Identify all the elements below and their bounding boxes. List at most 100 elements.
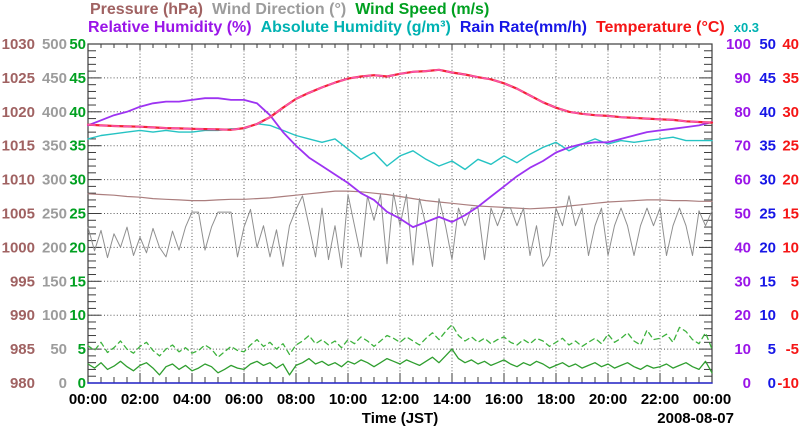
tick-label-relative-humidity: 90 xyxy=(734,70,751,87)
tick-label-wind-speed: 25 xyxy=(69,206,86,223)
tick-label-wind-speed: 45 xyxy=(69,70,86,87)
series xyxy=(86,68,714,384)
tick-label-temperature: 40 xyxy=(782,36,799,53)
time-label: 22:00 xyxy=(641,391,679,408)
legend-item-relative-humidity: Relative Humidity (%) xyxy=(88,19,252,36)
time-labels: 00:00 02:00 04:00 06:00 08:00 10:00 12:00 14:00… xyxy=(69,391,731,408)
series-temperature-dashed-overlay xyxy=(87,69,713,131)
tick-label-pressure: 985 xyxy=(10,341,35,358)
tick-label-wind-speed: 30 xyxy=(69,172,86,189)
tick-label-rain-rate: 20 xyxy=(759,239,776,256)
tick-label-relative-humidity: 20 xyxy=(734,307,751,324)
tick-label-wind-direction: 400 xyxy=(42,104,67,121)
time-label: 10:00 xyxy=(329,391,367,408)
tick-label-relative-humidity: 40 xyxy=(734,239,751,256)
tick-label-temperature: 5 xyxy=(791,273,799,290)
series-wind-speed xyxy=(87,348,713,376)
tick-label-relative-humidity: 60 xyxy=(734,172,751,189)
tick-label-pressure: 980 xyxy=(10,375,35,392)
date-label: 2008-08-07 xyxy=(657,410,734,427)
tick-label-relative-humidity: 0 xyxy=(743,375,751,392)
time-label: 02:00 xyxy=(121,391,159,408)
tick-label-relative-humidity: 100 xyxy=(726,36,751,53)
time-label: 20:00 xyxy=(589,391,627,408)
series-wind-direction xyxy=(87,192,713,269)
tick-label-rain-rate: 40 xyxy=(759,104,776,121)
time-label: 04:00 xyxy=(173,391,211,408)
tick-label-temperature: 15 xyxy=(782,206,799,223)
tick-label-wind-speed: 15 xyxy=(69,273,86,290)
legend-item-rain-rate-mm-h: Rain Rate(mm/h) xyxy=(459,19,587,36)
legend-line-2: Relative Humidity (%) Absolute Humidity (… xyxy=(88,19,759,36)
tick-label-wind-direction: 150 xyxy=(42,273,67,290)
tick-label-relative-humidity: 30 xyxy=(734,273,751,290)
tick-label-rain-rate: 0 xyxy=(768,375,776,392)
tick-label-wind-speed: 20 xyxy=(69,239,86,256)
tick-label-pressure: 1015 xyxy=(2,138,35,155)
tick-label-wind-direction: 50 xyxy=(50,341,67,358)
tick-label-rain-rate: 50 xyxy=(759,36,776,53)
tick-label-temperature: 30 xyxy=(782,104,799,121)
tick-label-wind-direction: 450 xyxy=(42,70,67,87)
legend-item-wind-direction: Wind Direction (°) xyxy=(211,1,347,18)
time-label: 14:00 xyxy=(433,391,471,408)
tick-label-rain-rate: 10 xyxy=(759,307,776,324)
tick-label-wind-speed: 0 xyxy=(78,375,86,392)
time-label: 12:00 xyxy=(381,391,419,408)
time-label: 16:00 xyxy=(485,391,523,408)
tick-label-temperature: 10 xyxy=(782,239,799,256)
tick-label-wind-speed: 10 xyxy=(69,307,86,324)
tick-label-relative-humidity: 70 xyxy=(734,138,751,155)
tick-label-rain-rate: 35 xyxy=(759,138,776,155)
legend-item-wind-speed-m-s: Wind Speed (m/s) xyxy=(355,1,490,18)
tick-label-relative-humidity: 10 xyxy=(734,341,751,358)
tick-label-temperature: -5 xyxy=(786,341,799,358)
tick-labels-left: 1030102510201015101010051000995990985980… xyxy=(2,36,86,392)
time-label: 18:00 xyxy=(537,391,575,408)
time-label: 00:00 xyxy=(69,391,107,408)
time-label: 08:00 xyxy=(277,391,315,408)
series-wind-speed-dashed xyxy=(87,324,713,358)
tick-label-wind-speed: 5 xyxy=(78,341,86,358)
series-relative-humidity xyxy=(87,97,713,229)
x-axis-title: Time (JST) xyxy=(361,410,439,427)
tick-label-wind-direction: 300 xyxy=(42,172,67,189)
tick-label-temperature: 25 xyxy=(782,138,799,155)
tick-label-relative-humidity: 50 xyxy=(734,206,751,223)
tick-label-wind-speed: 35 xyxy=(69,138,86,155)
tick-label-rain-rate: 5 xyxy=(768,341,776,358)
tick-label-wind-speed: 40 xyxy=(69,104,86,121)
gridlines xyxy=(88,44,712,383)
tick-label-wind-direction: 200 xyxy=(42,239,67,256)
tick-label-pressure: 1025 xyxy=(2,70,35,87)
tick-label-wind-direction: 350 xyxy=(42,138,67,155)
tick-label-pressure: 1030 xyxy=(2,36,35,53)
tick-label-wind-direction: 500 xyxy=(42,36,67,53)
series-pressure xyxy=(87,190,713,210)
time-label: 06:00 xyxy=(225,391,263,408)
tick-label-rain-rate: 15 xyxy=(759,273,776,290)
tick-label-pressure: 995 xyxy=(10,273,35,290)
tick-label-wind-direction: 0 xyxy=(59,375,67,392)
tick-label-pressure: 990 xyxy=(10,307,35,324)
tick-label-pressure: 1010 xyxy=(2,172,35,189)
tick-label-temperature: 35 xyxy=(782,70,799,87)
tick-label-pressure: 1005 xyxy=(2,206,35,223)
tick-label-wind-speed: 50 xyxy=(69,36,86,53)
tick-label-pressure: 1000 xyxy=(2,239,35,256)
legend-line-1: Pressure (hPa) Wind Direction (°) Wind Spe… xyxy=(90,1,489,18)
tick-label-relative-humidity: 80 xyxy=(734,104,751,121)
tick-label-wind-direction: 250 xyxy=(42,206,67,223)
tick-label-temperature: -10 xyxy=(777,375,799,392)
legend-item-absolute-humidity-g-m: Absolute Humidity (g/m³) xyxy=(260,19,451,36)
legend-item-temperature-c: Temperature (°C) xyxy=(595,19,725,36)
tick-labels-right: 1009080706050403020100504540353025201510… xyxy=(726,36,799,392)
series-absolute-humidity xyxy=(87,122,713,171)
scale-note-x0-3: x0.3 xyxy=(733,20,760,35)
tick-label-rain-rate: 30 xyxy=(759,172,776,189)
tick-label-temperature: 20 xyxy=(782,172,799,189)
tick-label-rain-rate: 25 xyxy=(759,206,776,223)
tick-label-pressure: 1020 xyxy=(2,104,35,121)
